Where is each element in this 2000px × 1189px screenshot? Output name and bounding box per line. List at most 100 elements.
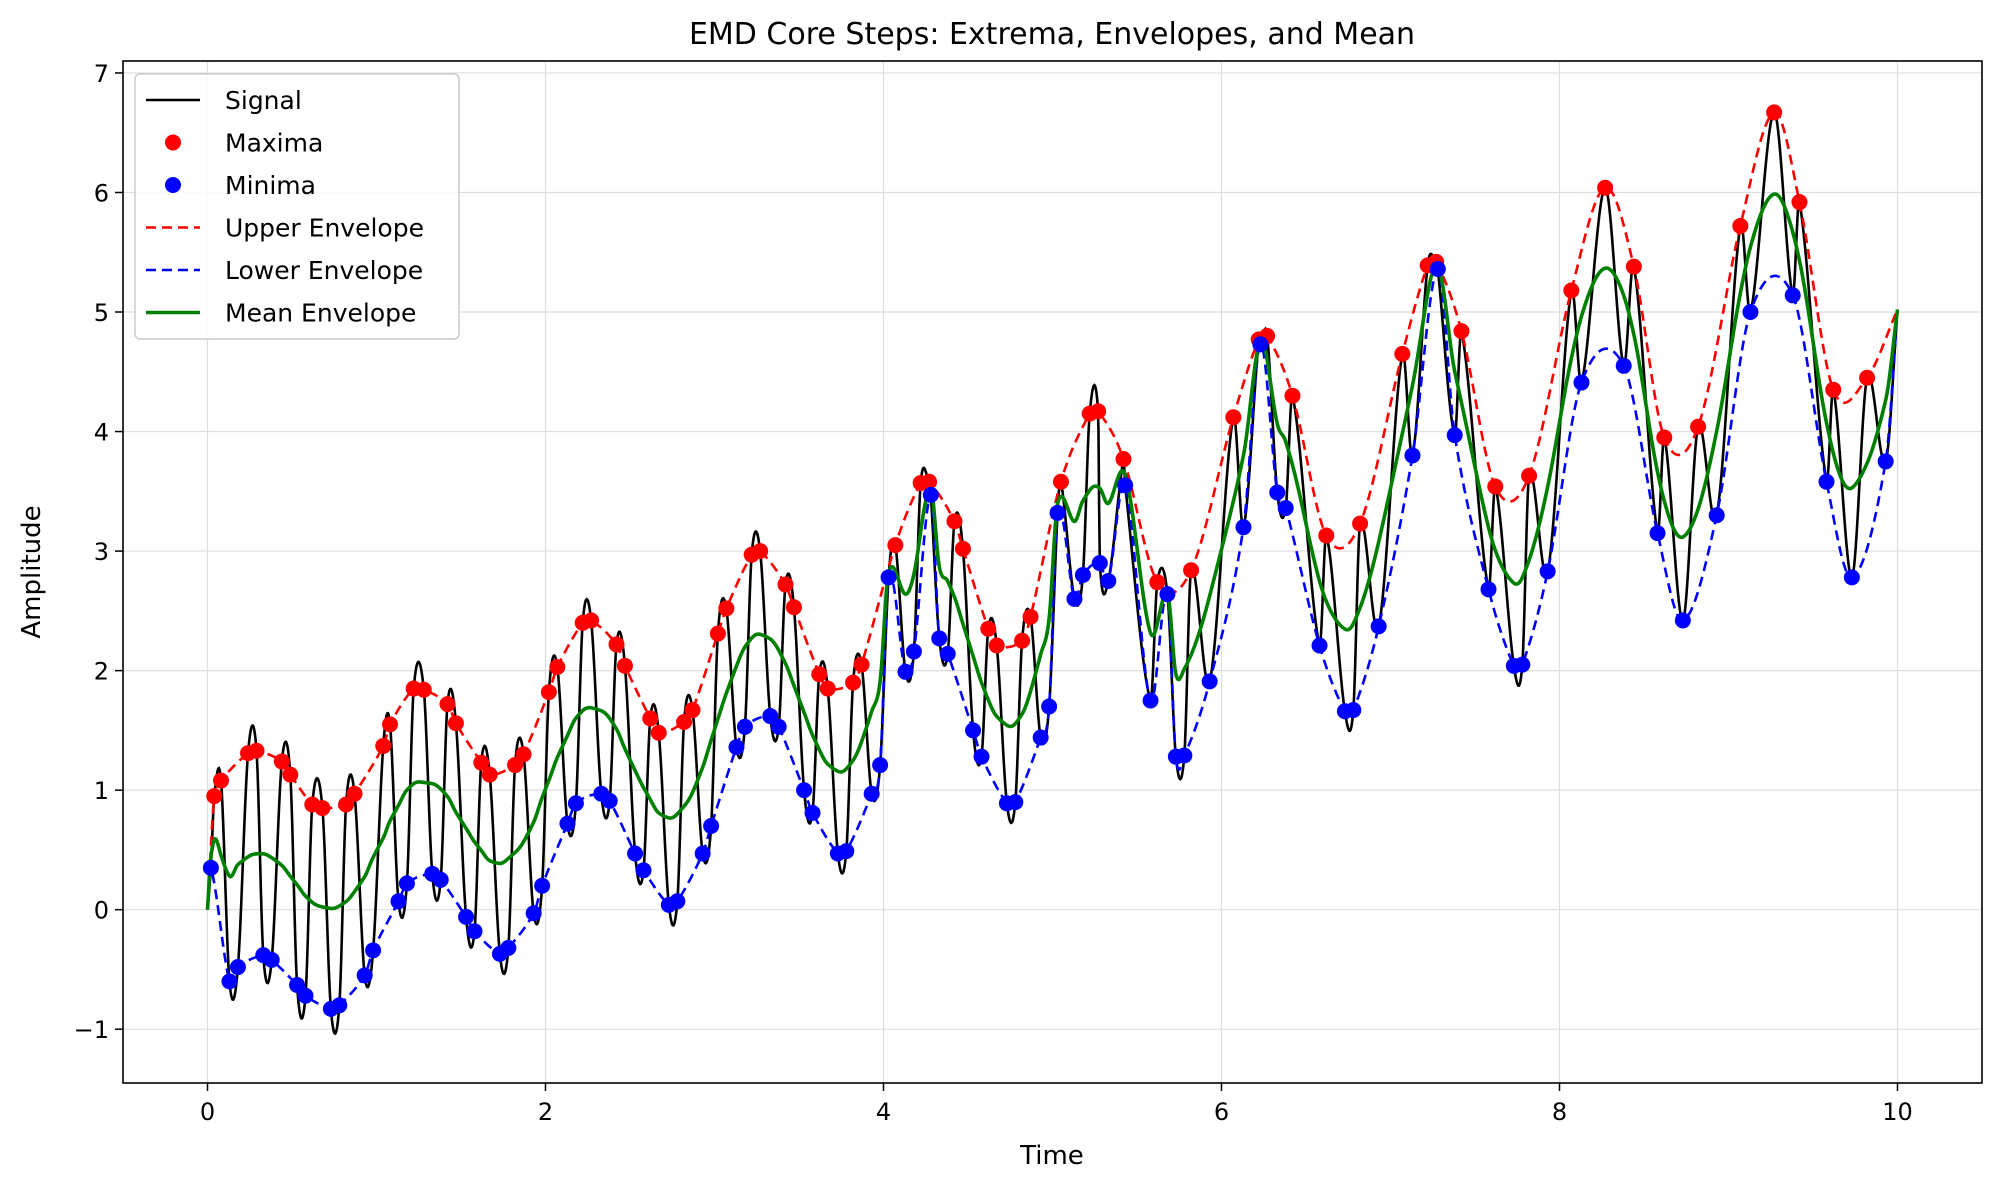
- minima-point: [1877, 453, 1894, 470]
- maxima-point: [777, 576, 794, 593]
- legend-marker: [165, 177, 181, 193]
- minima-point: [331, 997, 348, 1014]
- minima-point: [1159, 586, 1176, 603]
- maxima-point: [415, 681, 432, 698]
- plot-area: [202, 104, 1900, 1036]
- minima-point: [500, 939, 517, 956]
- maxima-point: [1318, 527, 1335, 544]
- minima-point: [872, 757, 889, 774]
- maxima-point: [718, 600, 735, 617]
- y-tick-label: 7: [94, 60, 109, 88]
- maxima-point: [1183, 562, 1200, 579]
- y-tick-label: 5: [94, 299, 109, 327]
- maxima-point: [1563, 282, 1580, 299]
- minima-point: [365, 942, 382, 959]
- minima-point: [1742, 304, 1759, 321]
- maxima-point: [375, 737, 392, 754]
- y-axis-label: Amplitude: [17, 505, 47, 638]
- maxima-point: [887, 537, 904, 554]
- maxima-point: [684, 702, 701, 719]
- minima-point: [965, 722, 982, 739]
- maxima-point: [650, 724, 667, 741]
- minima-point: [1049, 504, 1066, 521]
- maxima-point: [346, 785, 363, 802]
- minima-point: [466, 923, 483, 940]
- minima-point: [1446, 427, 1463, 444]
- minima-point: [601, 792, 618, 809]
- minima-point: [1007, 794, 1024, 811]
- maxima-point: [1597, 179, 1614, 196]
- maxima-point: [980, 620, 997, 637]
- legend-label: Minima: [225, 171, 316, 200]
- minima-point: [1480, 581, 1497, 598]
- maxima-point: [845, 674, 862, 691]
- minima-point: [1539, 563, 1556, 580]
- x-tick-label: 6: [1214, 1098, 1229, 1126]
- maxima-point: [1022, 608, 1039, 625]
- minima-point: [1176, 747, 1193, 764]
- maxima-point: [709, 625, 726, 642]
- maxima-point: [1656, 429, 1673, 446]
- minima-point: [1142, 692, 1159, 709]
- legend: Signal Maxima Minima Upper Envelope Lower En…: [134, 73, 460, 340]
- minima-point: [1201, 673, 1218, 690]
- maxima-point: [248, 742, 265, 759]
- maxima-point: [540, 684, 557, 701]
- maxima-point: [473, 754, 490, 771]
- minima-point: [458, 908, 475, 925]
- minima-point: [770, 718, 787, 735]
- maxima-point: [921, 473, 938, 490]
- legend-label: Lower Envelope: [225, 256, 423, 285]
- maxima-point: [785, 599, 802, 616]
- minima-point: [263, 951, 280, 968]
- axes-frame: [122, 60, 1983, 1084]
- maxima-point: [314, 800, 331, 817]
- minima-point: [931, 630, 948, 647]
- minima-point: [635, 862, 652, 879]
- maxima-point: [1149, 574, 1166, 591]
- minima-point: [736, 718, 753, 735]
- maxima-point: [273, 753, 290, 770]
- maxima-point: [447, 715, 464, 732]
- maxima-point: [752, 543, 769, 560]
- legend-box: [134, 73, 460, 340]
- maxima-point: [1732, 217, 1749, 234]
- minima-point: [390, 893, 407, 910]
- maxima-point: [583, 612, 600, 629]
- minima-point: [1573, 374, 1590, 391]
- minima-point: [703, 818, 720, 835]
- maxima-point: [1791, 194, 1808, 211]
- minima-point: [1649, 525, 1666, 542]
- lower-envelope-line: [206, 267, 1899, 1011]
- minima-point: [762, 708, 779, 725]
- minima-point: [728, 739, 745, 756]
- maxima-point: [507, 757, 524, 774]
- y-tick-label: 1: [94, 777, 109, 805]
- x-axis-label: Time: [1019, 1141, 1084, 1171]
- maxima-point: [1225, 409, 1242, 426]
- y-tick-label: 4: [94, 419, 109, 447]
- legend-label: Upper Envelope: [225, 214, 424, 243]
- minima-point: [432, 871, 449, 888]
- minima-point: [398, 875, 415, 892]
- x-tick-label: 10: [1882, 1098, 1913, 1126]
- maxima-point: [338, 796, 355, 813]
- maxima-point: [616, 657, 633, 674]
- minima-point: [559, 815, 576, 832]
- minima-point: [922, 486, 939, 503]
- maxima-point: [608, 636, 625, 653]
- minima-point: [534, 877, 551, 894]
- maxima-point: [1487, 478, 1504, 495]
- maxima-point: [853, 656, 870, 673]
- maxima-point: [439, 696, 456, 713]
- minima-point: [1311, 637, 1328, 654]
- axis-ticks: 0 2 4 6 8 10 −1 0 1 2 3 4 5 6 7: [74, 60, 1913, 1126]
- minima-point: [1252, 336, 1269, 353]
- minima-point: [1345, 702, 1362, 719]
- maxima-point: [1453, 323, 1470, 340]
- minima-point: [1032, 729, 1049, 746]
- x-tick-label: 8: [1552, 1098, 1567, 1126]
- legend-label: Mean Envelope: [225, 299, 416, 328]
- maxima-point: [549, 659, 566, 676]
